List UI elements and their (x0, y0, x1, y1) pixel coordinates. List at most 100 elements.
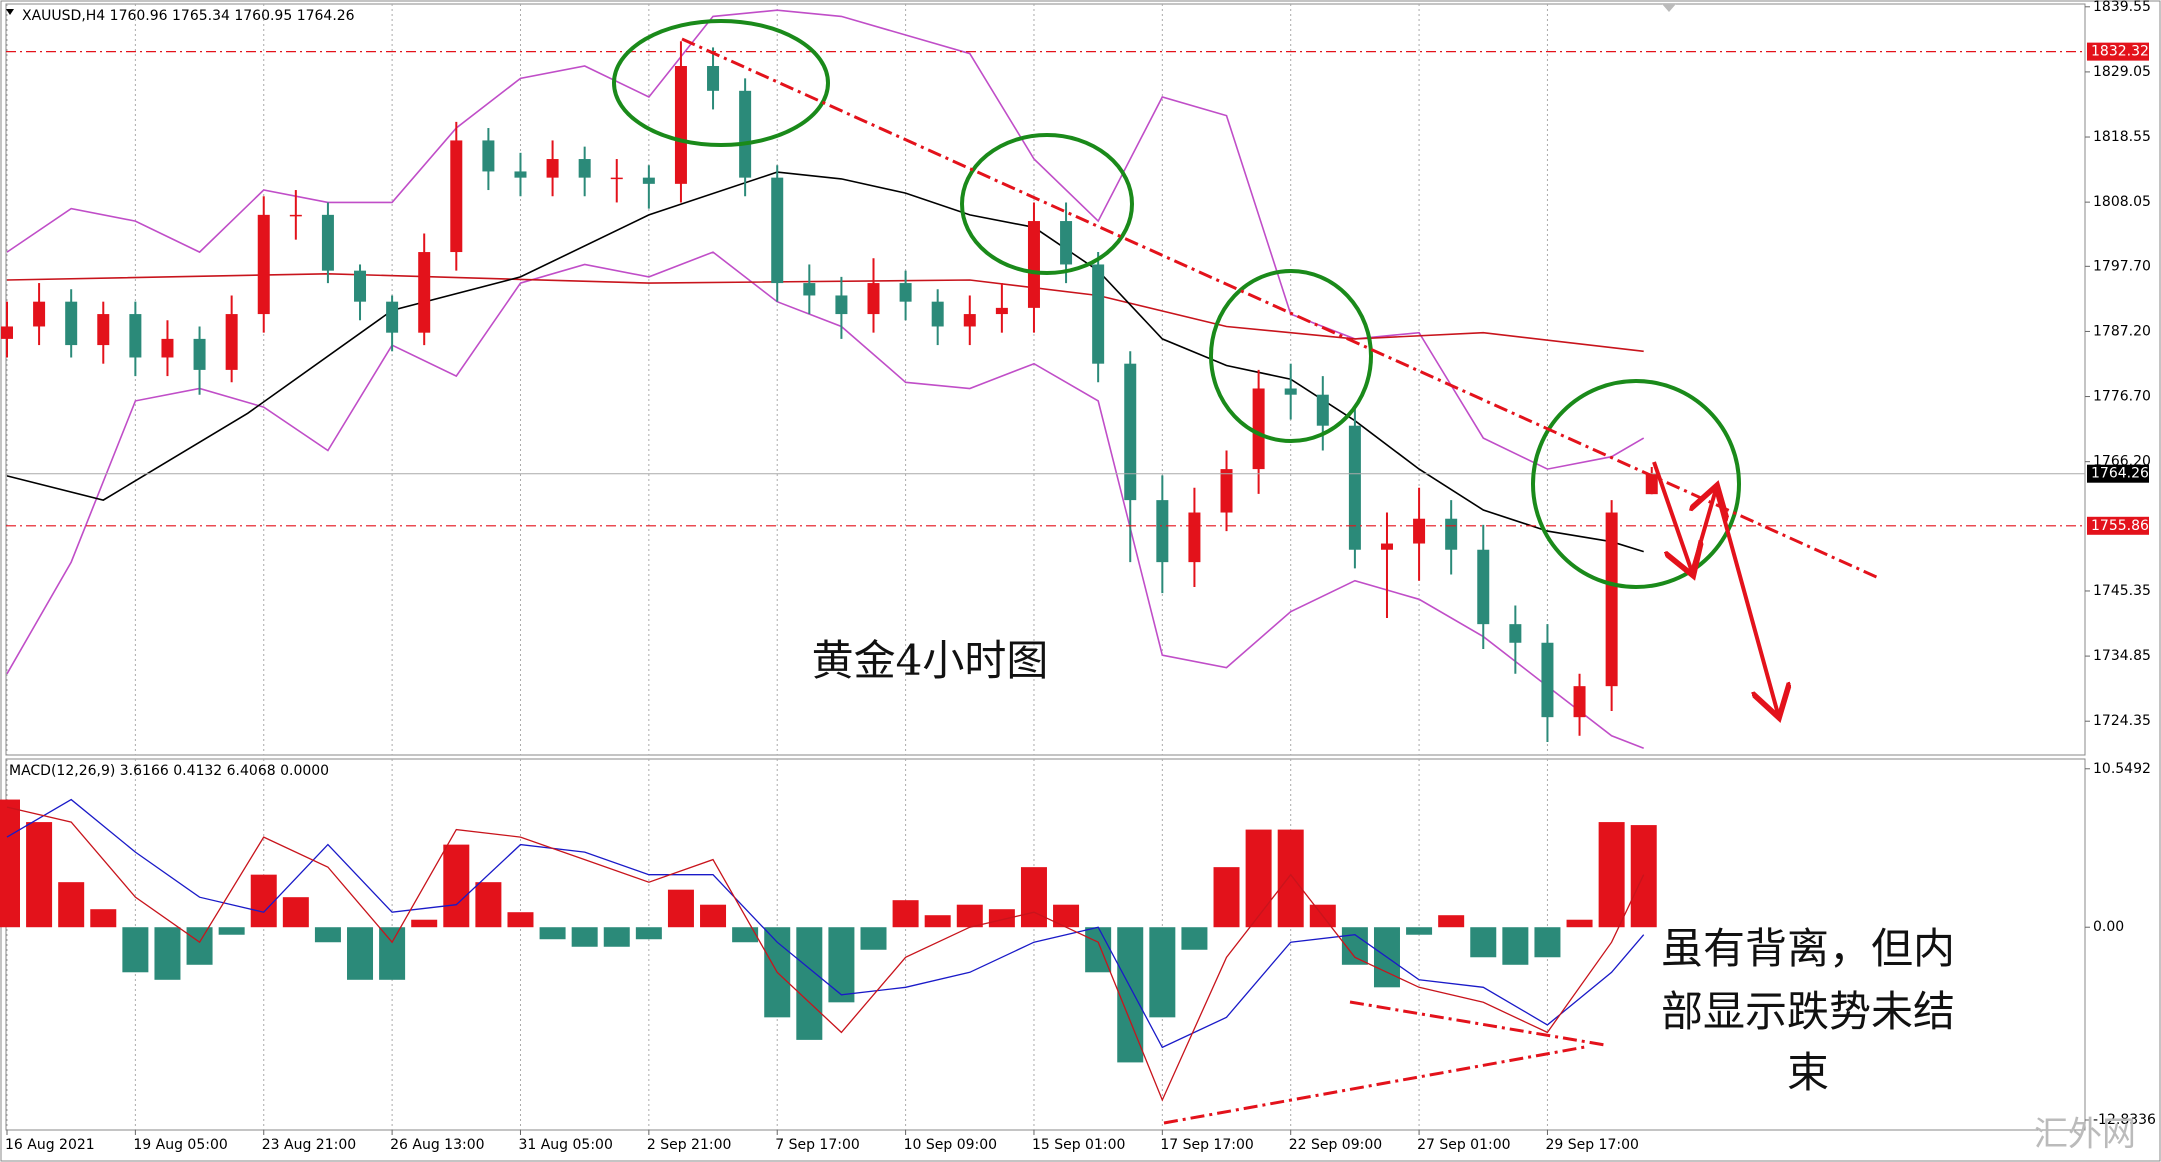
macd-bar (379, 927, 406, 980)
macd-bar (667, 889, 694, 928)
macd-bar (154, 927, 181, 980)
macd-bar (571, 927, 598, 947)
annotation: 黄金4小时图 (812, 636, 1049, 685)
macd-bar (314, 927, 341, 943)
candle-body (642, 177, 655, 184)
candle-body (193, 338, 206, 370)
y-tick-label: -12.8336 (2093, 1112, 2156, 1128)
candle-body (1380, 543, 1393, 550)
macd-bar (507, 912, 534, 928)
candle-body (354, 270, 367, 302)
candle-body (1348, 425, 1361, 550)
level-label: 1832.32 (2091, 44, 2149, 60)
candle-body (803, 283, 816, 296)
macd-bar (1213, 867, 1240, 928)
y-tick-label: 0.00 (2093, 919, 2124, 935)
candle-body (963, 314, 976, 327)
macd-bar (988, 909, 1015, 928)
x-tick-label: 19 Aug 05:00 (133, 1137, 227, 1153)
macd-bar (411, 919, 438, 928)
candle-body (1027, 221, 1040, 308)
y-tick-label: 1839.55 (2093, 0, 2151, 15)
circle (1531, 379, 1741, 589)
candle-body (867, 283, 880, 315)
macd-bar (1277, 829, 1304, 928)
x-tick-label: 17 Sep 17:00 (1160, 1137, 1253, 1153)
candle-body (482, 140, 495, 172)
candle-body (899, 283, 912, 302)
x-tick-label: 22 Sep 09:00 (1289, 1137, 1382, 1153)
drawings (612, 4, 1882, 1125)
circle (1209, 269, 1373, 443)
macd-header: MACD(12,26,9) 3.6166 0.4132 6.4068 0.000… (9, 763, 329, 779)
macd-bar (860, 927, 887, 950)
macd-bar (282, 897, 309, 928)
circle (960, 133, 1134, 275)
x-tick-label: 2 Sep 21:00 (647, 1137, 732, 1153)
candle-body (1092, 264, 1105, 364)
candle-body (514, 171, 527, 178)
x-tick-label: 23 Aug 21:00 (262, 1137, 356, 1153)
price-panel (5, 3, 2086, 756)
y-tick-label: 1808.05 (2093, 194, 2151, 210)
candle-body (386, 301, 399, 333)
level-box (2087, 516, 2149, 535)
candle-body (129, 314, 142, 358)
macd-bar (1438, 915, 1465, 928)
macd-bar (603, 927, 630, 947)
candle-body (1188, 512, 1201, 563)
candle-body (1124, 363, 1137, 501)
level-label: 1764.26 (2091, 466, 2149, 482)
level-box (2087, 42, 2149, 61)
macd-panel (5, 758, 2086, 1131)
candle-body (610, 177, 623, 180)
candle-body (1445, 518, 1458, 550)
candle-body (289, 214, 302, 217)
candle-body (33, 301, 46, 327)
x-tick-label: 16 Aug 2021 (5, 1137, 95, 1153)
macd-bar (700, 904, 727, 928)
macd-bar (1020, 867, 1047, 928)
marker-triangle (1662, 4, 1676, 12)
candle-body (1477, 549, 1490, 625)
candle-body (1220, 469, 1233, 513)
candle-body (1252, 388, 1265, 470)
candle-body (1541, 642, 1554, 718)
candle-body (707, 66, 720, 91)
macd-bar (924, 915, 951, 928)
y-tick-label: 1787.20 (2093, 323, 2151, 339)
macd-bar (1566, 919, 1593, 928)
x-tick-label: 31 Aug 05:00 (518, 1137, 612, 1153)
macd-bar (828, 927, 855, 1003)
y-tick-label: 1745.35 (2093, 583, 2151, 599)
x-tick-label: 26 Aug 13:00 (390, 1137, 484, 1153)
macd-bar (796, 927, 823, 1040)
arrow (1714, 488, 1778, 714)
candle-body (1156, 500, 1169, 563)
macd-bar (635, 927, 662, 940)
macd-bar (1598, 822, 1625, 928)
arrow (1652, 461, 1692, 572)
macd-bar (1502, 927, 1529, 965)
candle-body (450, 140, 463, 253)
candle-body (578, 159, 591, 178)
level-box (2087, 464, 2149, 483)
candle-body (835, 295, 848, 315)
macd-bar (1245, 829, 1272, 928)
y-tick-label: 1818.55 (2093, 129, 2151, 145)
macd-bar (1406, 927, 1433, 935)
level-label: 1755.86 (2091, 518, 2149, 534)
macd-bar (1470, 927, 1497, 958)
macd-bar (732, 927, 759, 943)
macd-bar (1117, 927, 1144, 1063)
macd-bar (218, 927, 245, 935)
y-tick-label: 1776.70 (2093, 389, 2151, 405)
candle-body (1509, 624, 1522, 643)
macd-bar (186, 927, 213, 965)
macd-bar (122, 927, 149, 973)
macd-bar (1181, 927, 1208, 950)
macd-bar (443, 844, 470, 928)
